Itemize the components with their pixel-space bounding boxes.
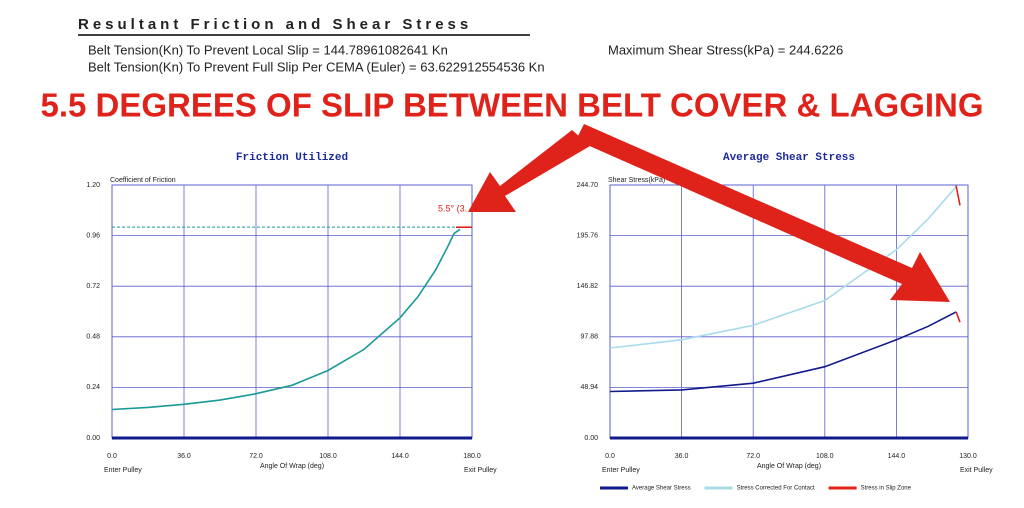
arrow-left xyxy=(468,130,590,212)
y-tick-label: 244.70 xyxy=(577,182,599,189)
x-tick-label: 0.0 xyxy=(605,453,615,460)
series-line xyxy=(609,186,957,349)
x-tick-label: 144.0 xyxy=(888,453,906,460)
report-title: Resultant Friction and Shear Stress xyxy=(78,16,472,33)
legend-label: Average Shear Stress xyxy=(632,486,691,492)
y-tick-label: 0.48 xyxy=(86,334,100,341)
arrows xyxy=(468,124,950,302)
y-tick-label: 97.88 xyxy=(580,334,598,341)
series-line xyxy=(609,311,957,393)
series-line xyxy=(955,311,961,323)
x-tick-label: 108.0 xyxy=(319,453,337,460)
charts: Friction Utilized 0.00 0.24 0.48 0.72 0.96 1.2… xyxy=(86,152,993,492)
x-start-label: Enter Pulley xyxy=(602,467,640,474)
x-tick-label: 36.0 xyxy=(177,453,191,460)
y-tick-label: 0.72 xyxy=(86,283,100,290)
y-tick-label: 146.82 xyxy=(577,283,599,290)
x-tick-label: 36.0 xyxy=(675,453,689,460)
x-end-label: Exit Pulley xyxy=(960,467,993,474)
y-tick-label: 0.00 xyxy=(584,435,598,442)
x-tick-label: 180.0 xyxy=(463,453,481,460)
y-tick-label: 48.94 xyxy=(580,384,598,391)
series-line xyxy=(955,185,961,206)
y-tick-label: 0.96 xyxy=(86,232,100,239)
x-tick-label: 0.0 xyxy=(107,453,117,460)
arrow-right xyxy=(576,124,950,302)
plot-area xyxy=(111,184,473,439)
y-tick-label: 0.00 xyxy=(86,435,100,442)
x-tick-label: 130.0 xyxy=(959,453,977,460)
y-tick-label: 195.76 xyxy=(577,232,599,239)
x-start-label: Enter Pulley xyxy=(104,467,142,474)
series-line xyxy=(111,228,461,411)
y-axis-label: Coefficient of Friction xyxy=(110,177,176,184)
y-tick-label: 1.20 xyxy=(86,182,100,189)
x-tick-label: 108.0 xyxy=(816,453,834,460)
y-axis-label: Shear Stress(kPa) xyxy=(608,177,665,184)
legend-label: Stress Corrected For Contact xyxy=(737,486,815,492)
x-axis-label: Angle Of Wrap (deg) xyxy=(757,463,821,470)
banner: 5.5 DEGREES OF SLIP BETWEEN BELT COVER &… xyxy=(40,87,983,124)
annotation: 5.5° (3. xyxy=(438,203,467,213)
x-axis-label: Angle Of Wrap (deg) xyxy=(260,463,324,470)
x-end-label: Exit Pulley xyxy=(464,467,497,474)
full-slip: Belt Tension(Kn) To Prevent Full Slip Pe… xyxy=(88,59,545,74)
max-shear: Maximum Shear Stress(kPa) = 244.6226 xyxy=(608,42,843,57)
chart-title: Friction Utilized xyxy=(236,152,348,164)
y-tick-label: 0.24 xyxy=(86,384,100,391)
legend-label: Stress in Slip Zone xyxy=(861,486,912,492)
chart-title: Average Shear Stress xyxy=(723,152,855,164)
x-tick-label: 144.0 xyxy=(391,453,409,460)
x-tick-label: 72.0 xyxy=(746,453,760,460)
local-slip: Belt Tension(Kn) To Prevent Local Slip =… xyxy=(88,42,448,57)
x-tick-label: 72.0 xyxy=(249,453,263,460)
